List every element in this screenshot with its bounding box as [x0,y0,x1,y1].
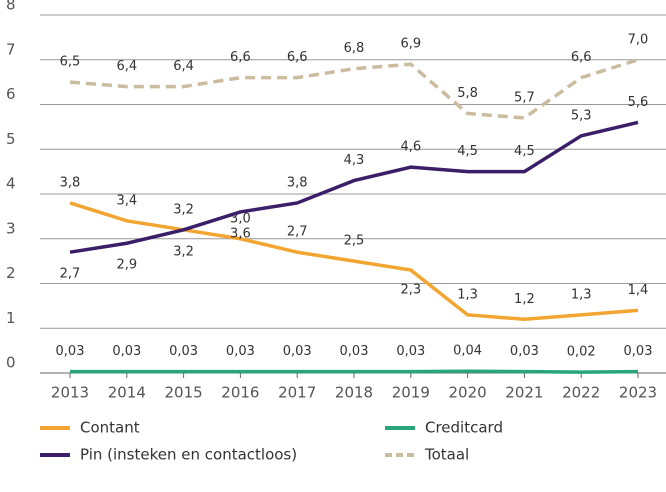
x-tick-label: 2020 [449,384,487,402]
data-label: 6,4 [173,59,194,74]
y-tick-label: 7 [6,40,16,58]
data-label: 2,7 [287,225,308,240]
data-label: 0,03 [510,344,539,359]
data-label: 3,2 [173,244,194,259]
data-label: 4,3 [344,153,365,168]
data-label: 0,03 [112,344,141,359]
data-label: 2,3 [400,283,421,298]
y-tick-label: 1 [6,309,16,327]
y-tick-label: 4 [6,175,16,193]
data-label: 6,6 [287,50,308,65]
data-label: 1,3 [571,287,592,302]
x-tick-label: 2019 [392,384,430,402]
data-label: 0,03 [283,344,312,359]
data-label: 0,03 [226,344,255,359]
data-label: 4,6 [400,140,421,155]
line-series [69,201,639,322]
y-tick-label: 6 [6,85,16,103]
y-tick-label: 3 [6,219,16,237]
data-label: 1,2 [514,292,535,307]
data-label: 0,03 [56,344,85,359]
data-label: 2,5 [344,234,365,249]
data-label: 0,03 [396,344,425,359]
data-label: 5,7 [514,90,535,105]
x-tick-label: 2021 [505,384,543,402]
line-series [69,120,639,254]
data-label: 2,9 [116,258,137,273]
data-label: 5,6 [628,95,649,110]
data-label: 0,03 [169,344,198,359]
x-tick-label: 2014 [108,384,146,402]
data-label: 3,2 [173,202,194,217]
data-label: 1,4 [628,283,649,298]
x-tick-label: 2013 [51,384,89,402]
legend-label: Pin (insteken en contactloos) [80,446,297,464]
data-label: 6,5 [60,55,81,70]
data-label: 7,0 [628,32,649,47]
legend-label: Totaal [424,446,469,464]
data-label: 4,5 [514,144,535,159]
data-label: 6,9 [400,37,421,52]
data-label: 3,8 [60,175,81,190]
data-label: 2,7 [60,267,81,282]
data-label: 0,03 [340,344,369,359]
data-label: 0,03 [624,344,653,359]
x-tick-label: 2018 [335,384,373,402]
data-label: 5,3 [571,108,592,123]
x-tick-label: 2016 [221,384,259,402]
data-label: 0,02 [567,345,596,360]
data-label: 3,4 [116,193,137,208]
y-tick-label: 5 [6,130,16,148]
data-label: 6,6 [571,50,592,65]
y-tick-label: 0 [6,354,16,372]
x-tick-label: 2017 [278,384,316,402]
data-label: 5,8 [457,86,478,101]
data-label: 6,6 [230,50,251,65]
x-tick-label: 2022 [562,384,600,402]
y-tick-label: 2 [6,264,16,282]
legend-label: Contant [80,419,140,437]
x-tick-label: 2015 [165,384,203,402]
data-label: 6,4 [116,59,137,74]
data-label: 0,04 [453,344,482,359]
line-series [70,369,639,374]
data-label: 3,8 [287,175,308,190]
data-label: 1,3 [457,287,478,302]
data-label: 3,6 [230,226,251,241]
x-tick-label: 2023 [619,384,657,402]
legend-label: Creditcard [425,419,503,437]
line-series [69,58,639,120]
y-tick-label: 8 [6,0,16,14]
data-label: 4,5 [457,144,478,159]
data-label: 6,8 [344,41,365,56]
